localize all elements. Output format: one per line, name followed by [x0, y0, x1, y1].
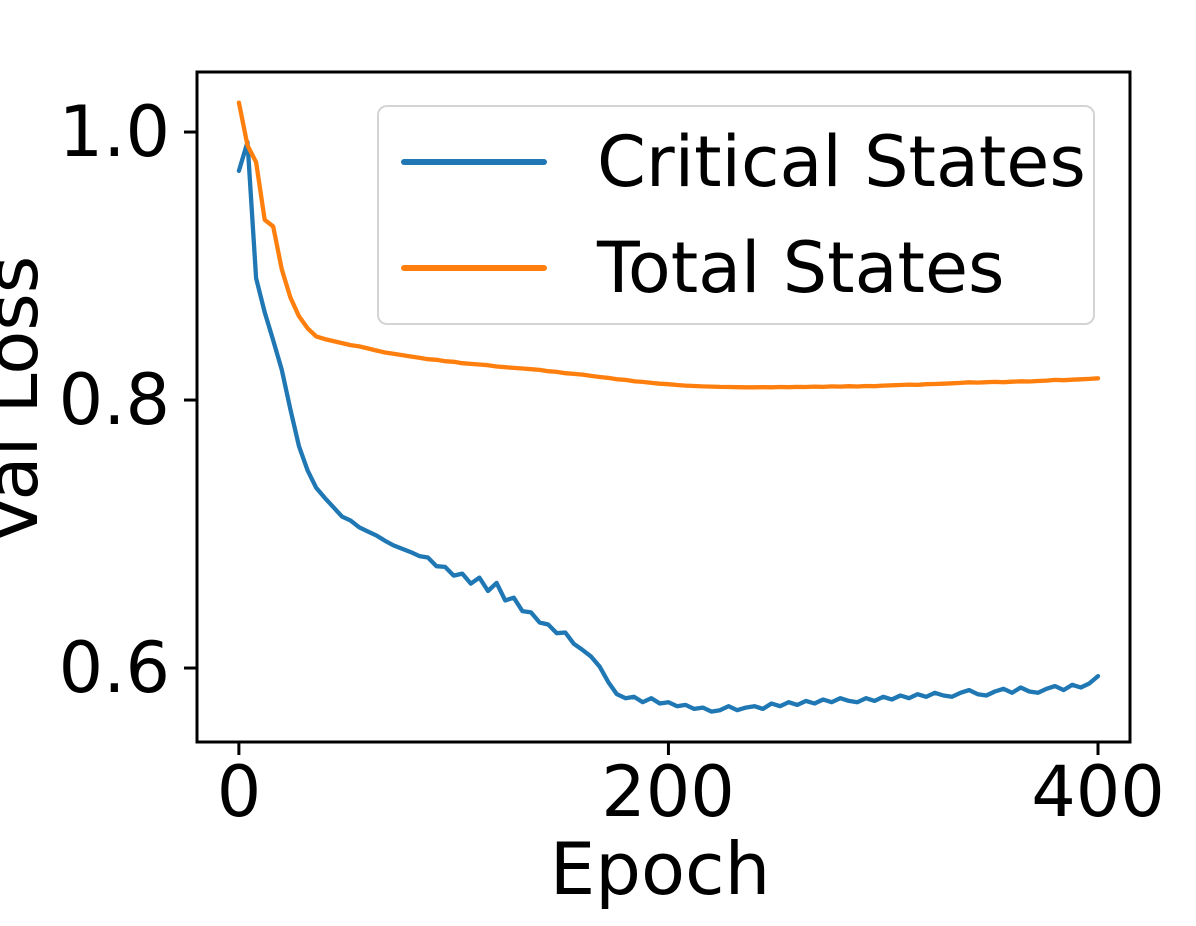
- xtick-label-0: 0: [216, 751, 262, 833]
- ytick-label-1-0: 1.0: [58, 91, 170, 173]
- legend-entry-critical-states: Critical States: [379, 110, 1093, 214]
- legend-label-total-states: Total States: [597, 227, 1005, 310]
- legend-label-critical-states: Critical States: [597, 120, 1086, 203]
- xtick-label-400: 400: [1031, 751, 1165, 833]
- legend-entry-total-states: Total States: [379, 216, 1093, 320]
- xtick-label-200: 200: [601, 751, 735, 833]
- x-axis-label: Epoch: [549, 827, 771, 911]
- y-axis-label: Val Loss: [0, 255, 54, 545]
- legend: Critical States Total States: [377, 105, 1095, 325]
- legend-line-critical-states: [401, 158, 547, 165]
- ytick-label-0-8: 0.8: [58, 359, 170, 441]
- ytick-label-0-6: 0.6: [58, 627, 170, 709]
- legend-line-total-states: [401, 265, 547, 272]
